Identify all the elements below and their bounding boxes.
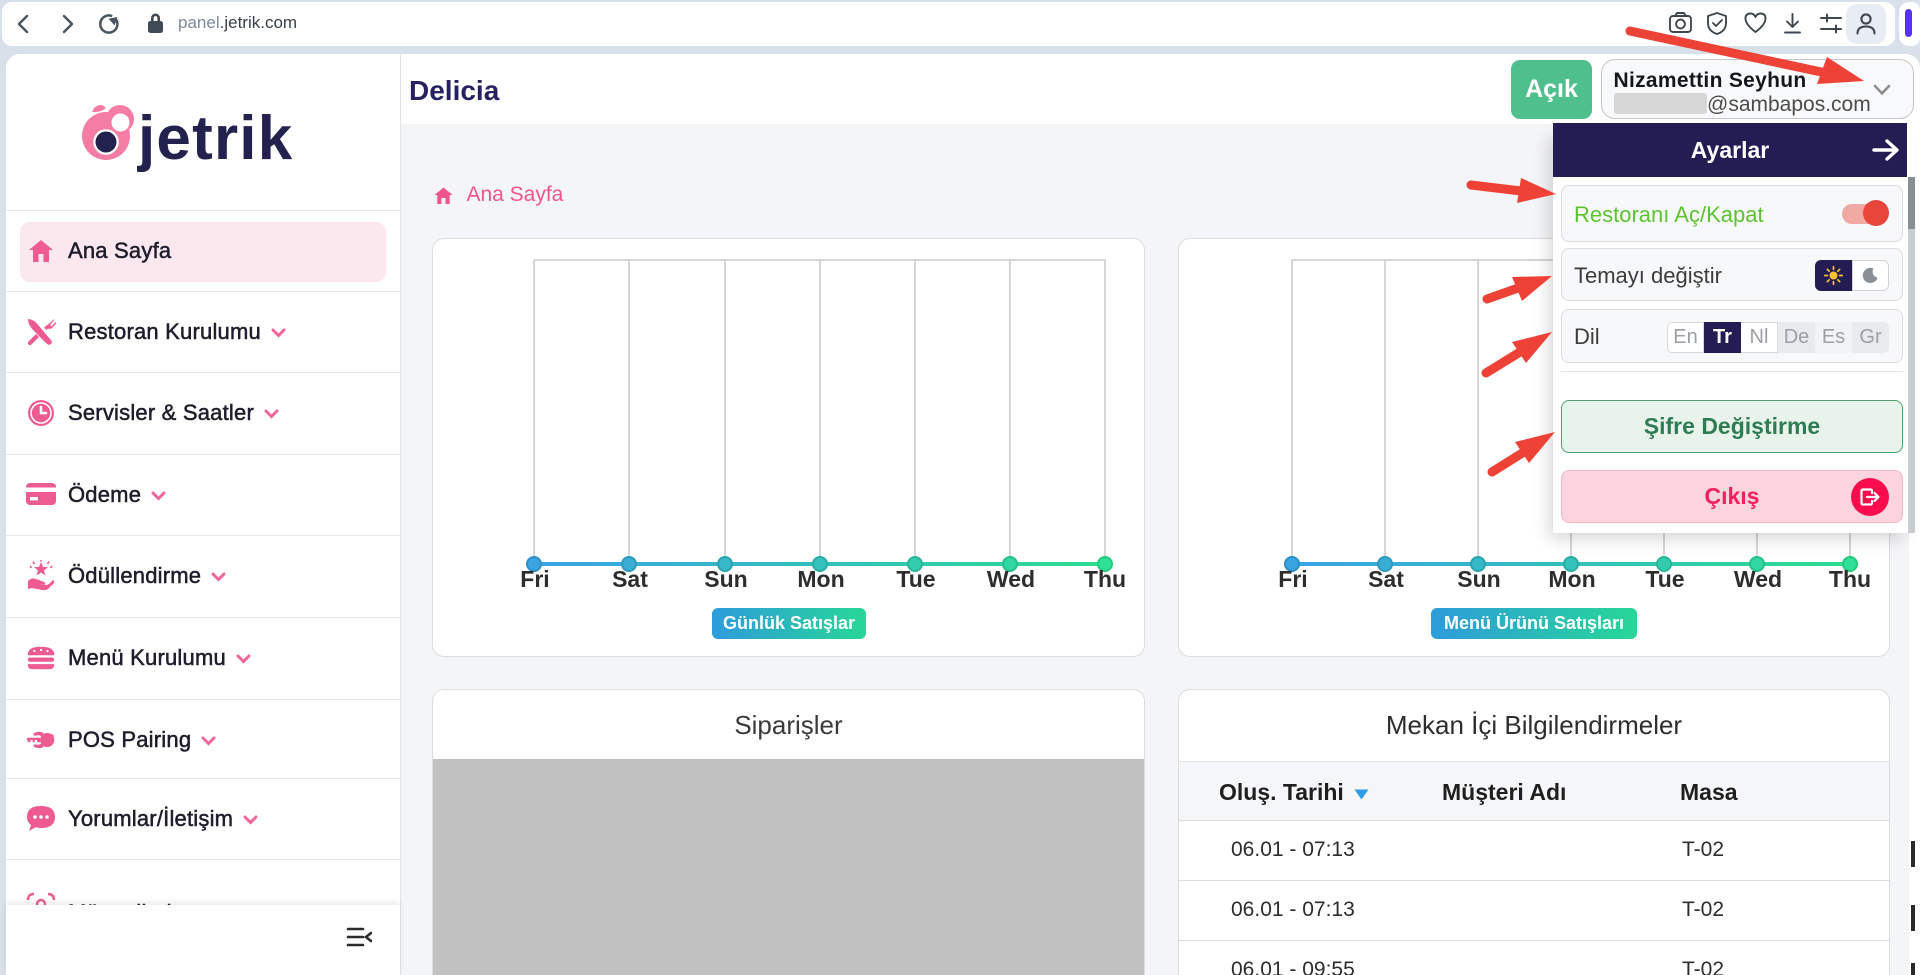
svg-text:Tue: Tue xyxy=(1645,566,1684,592)
svg-text:Fri: Fri xyxy=(1278,566,1307,592)
svg-text:Sat: Sat xyxy=(612,566,648,592)
svg-text:Mon: Mon xyxy=(797,566,844,592)
svg-text:Wed: Wed xyxy=(987,566,1035,592)
svg-text:Fri: Fri xyxy=(520,566,549,592)
svg-text:Thu: Thu xyxy=(1084,566,1126,592)
svg-text:Sun: Sun xyxy=(704,566,747,592)
svg-text:Wed: Wed xyxy=(1734,566,1782,592)
svg-text:jetrik: jetrik xyxy=(137,104,293,173)
svg-text:Sat: Sat xyxy=(1368,566,1404,592)
svg-text:Sun: Sun xyxy=(1457,566,1500,592)
svg-text:Mon: Mon xyxy=(1548,566,1595,592)
svg-text:Thu: Thu xyxy=(1829,566,1871,592)
svg-text:Tue: Tue xyxy=(896,566,935,592)
